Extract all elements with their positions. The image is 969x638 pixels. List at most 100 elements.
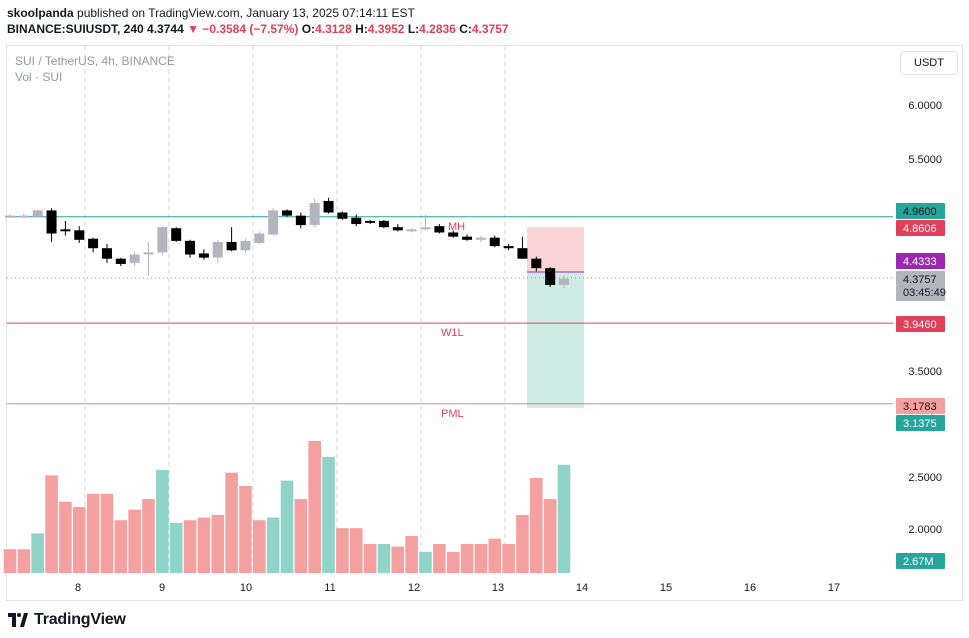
target-zone (527, 272, 584, 409)
volume-bar (308, 441, 321, 573)
tag-level-teal: 4.9600 (903, 206, 937, 218)
candle-body (115, 258, 126, 264)
volume-bar (266, 517, 280, 573)
tag-entry: 4.4333 (903, 256, 937, 268)
tag-target: 3.1375 (903, 418, 937, 430)
volume-bar (197, 517, 211, 573)
currency-button[interactable]: USDT (900, 51, 958, 75)
day-tick-label: 8 (75, 582, 81, 594)
volume-bar (156, 470, 169, 573)
volume-bar (516, 514, 529, 573)
candle-body (448, 232, 459, 237)
volume-bar (100, 493, 114, 573)
day-tick-label: 16 (744, 582, 756, 594)
candle-body (74, 230, 85, 240)
tag-target-bg (896, 415, 945, 431)
symbol-info: BINANCE:SUIUSDT, 240 (7, 22, 144, 36)
price-tick-label: 2.0000 (908, 524, 942, 536)
volume-bar (377, 543, 391, 573)
tag-level-w1l-bg (896, 316, 945, 332)
candle-body (420, 227, 431, 230)
symbol-legend[interactable]: SUI / TetherUS, 4h, BINANCE (15, 54, 175, 68)
candle-body (46, 210, 57, 234)
volume-bar (3, 549, 17, 573)
low-label: L: (407, 22, 420, 36)
candle-body (559, 278, 569, 285)
close-label: C: (459, 22, 472, 36)
tag-level-w1l: 3.9460 (903, 319, 937, 331)
tradingview-brand: TradingView (34, 611, 126, 628)
volume-bar (460, 543, 474, 573)
candle-body (545, 268, 556, 285)
volume-bar (557, 464, 571, 573)
volume-bar (391, 546, 405, 573)
candle-body (517, 248, 528, 259)
day-tick-label: 12 (408, 582, 420, 594)
volume-bar (169, 522, 183, 573)
candle-body (143, 252, 154, 255)
volume-bar (59, 501, 72, 573)
tag-stop-bg (896, 220, 945, 236)
level-label-pml: PML (441, 408, 464, 420)
tag-volume: 2.67M (903, 556, 934, 568)
candle-body (337, 212, 348, 219)
volume-bar (142, 499, 155, 573)
ohlc-line: BINANCE:SUIUSDT, 240 4.3744 ▼ −0.3584 (−… (7, 22, 509, 36)
candle-body (226, 241, 237, 251)
volume-bar (211, 514, 225, 573)
volume-bar (363, 543, 377, 573)
day-tick-label: 10 (240, 582, 252, 594)
volume-bar (31, 533, 44, 573)
candle-body (323, 200, 334, 213)
price-tick-label: 5.5000 (908, 154, 942, 166)
candle-body (185, 240, 196, 255)
level-label-w1l: W1L (441, 327, 464, 339)
candle-body (462, 236, 473, 240)
volume-bar (488, 538, 502, 573)
candle-body (268, 210, 279, 235)
candle-body (240, 240, 251, 251)
publish-info: published on TradingView.com, January 13… (77, 6, 415, 20)
high-value: 4.3952 (367, 22, 405, 36)
volume-bar (530, 477, 543, 573)
tag-level-teal-bg (896, 203, 945, 219)
publish-line: skoolpanda published on TradingView.com,… (7, 6, 415, 20)
candle-body (171, 228, 182, 241)
tradingview-logo[interactable]: TradingView (8, 608, 126, 632)
candle-body (101, 248, 112, 259)
open-label: O: (301, 22, 316, 36)
candle-body (475, 237, 486, 240)
volume-bar (322, 456, 335, 573)
volume-bar (349, 528, 363, 573)
candle-body (5, 215, 15, 218)
candle-body (309, 203, 320, 226)
volume-bar (446, 551, 460, 573)
day-tick-label: 15 (660, 582, 672, 594)
candle-body (295, 215, 306, 226)
price-tick-label: 3.5000 (908, 366, 942, 378)
candle-body (157, 227, 168, 253)
volume-bar (336, 528, 349, 573)
volume-bar (45, 475, 58, 573)
candle-body (198, 253, 209, 258)
close-value: 4.3757 (471, 22, 509, 36)
candle-body (392, 227, 403, 231)
price-tick-label: 6.0000 (908, 100, 942, 112)
tag-stop: 4.8606 (903, 223, 937, 235)
level-label-mh: MH (448, 221, 465, 233)
day-tick-label: 9 (159, 582, 165, 594)
day-tick-label: 14 (576, 582, 588, 594)
candle-body (212, 241, 223, 258)
volume-legend[interactable]: Vol · SUI (15, 70, 63, 84)
low-value: 4.2836 (419, 22, 456, 36)
publisher-name[interactable]: skoolpanda (7, 6, 74, 20)
volume-bar (17, 549, 31, 573)
candle-body (531, 258, 542, 269)
tag-level-pml-bg (896, 398, 945, 414)
candle-body (60, 229, 71, 232)
tag-last-bg (896, 271, 945, 301)
volume-bar (502, 543, 515, 573)
volume-bar (419, 551, 432, 573)
volume-bar (405, 536, 418, 573)
